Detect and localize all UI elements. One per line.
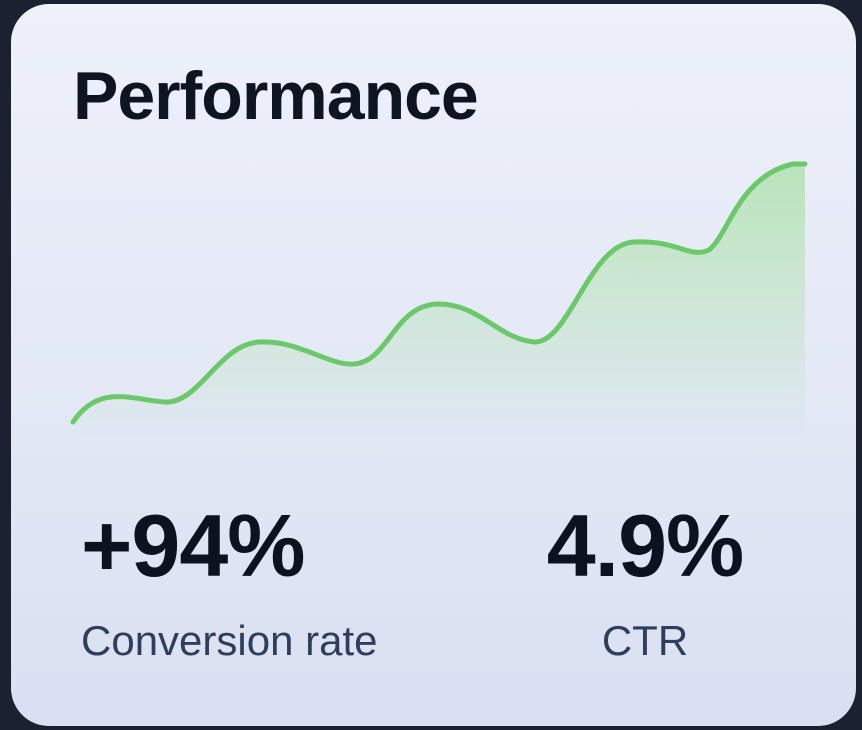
performance-sparkline <box>70 161 808 444</box>
card-title: Performance <box>73 58 479 134</box>
ctr-value: 4.9% <box>546 496 745 595</box>
performance-card: Performance +94% Conversion rate 4.9% CT… <box>11 4 856 726</box>
conversion-rate-value: +94% <box>81 496 306 595</box>
sparkline-line <box>70 161 808 425</box>
ctr-metric: 4.9% CTR <box>535 502 755 662</box>
ctr-label: CTR <box>601 617 689 664</box>
conversion-rate-label: Conversion rate <box>81 617 378 664</box>
conversion-rate-metric: +94% Conversion rate <box>81 502 377 662</box>
